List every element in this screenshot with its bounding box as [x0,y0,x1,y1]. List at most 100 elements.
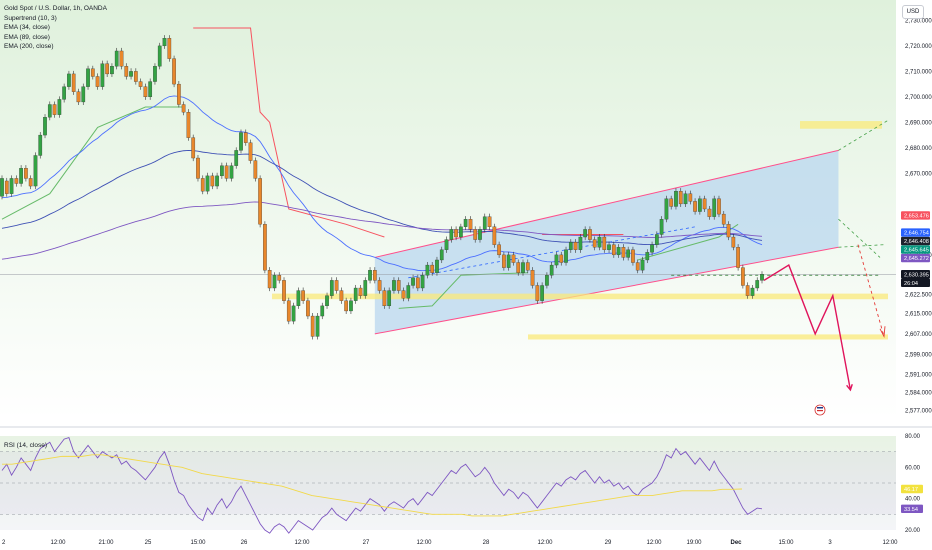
candle[interactable] [597,236,602,248]
candle[interactable] [167,38,172,59]
candle[interactable] [760,274,764,281]
candle[interactable] [611,244,616,256]
candle[interactable] [282,280,286,301]
candle[interactable] [693,201,697,212]
candle[interactable] [110,66,114,75]
candle[interactable] [258,178,262,225]
candle[interactable] [129,71,133,77]
candle[interactable] [616,247,621,256]
indicator-ema-200[interactable]: EMA (200, close) [4,43,54,51]
candle[interactable] [43,117,47,136]
indicator-ema-34[interactable]: EMA (34, close) [4,24,50,32]
dashed-target-arrow[interactable] [857,244,885,337]
candle[interactable] [435,259,439,273]
candle[interactable] [181,104,186,113]
candle[interactable] [286,300,291,322]
candle[interactable] [755,280,760,289]
candle[interactable] [621,247,626,258]
candle[interactable] [363,280,368,296]
candle[interactable] [564,249,568,263]
candle[interactable] [76,91,81,103]
candle[interactable] [33,155,38,187]
candle[interactable] [726,224,731,238]
candle[interactable] [382,290,387,307]
candle[interactable] [143,86,148,98]
candle[interactable] [138,81,143,87]
candle[interactable] [100,63,105,87]
candle[interactable] [626,249,631,258]
lower-channel-projection[interactable] [838,244,885,248]
candle[interactable] [430,264,435,273]
candle[interactable] [712,198,717,217]
support-zone[interactable] [272,293,888,300]
candle[interactable] [114,50,119,67]
time-axis[interactable]: 2 12:00 21:00 25 15:00 26 12:00 27 12:00 28 12:00 2… [2,540,898,546]
candle[interactable] [62,86,66,100]
candle[interactable] [372,270,377,281]
candle[interactable] [9,178,14,194]
candle[interactable] [568,241,573,250]
candle[interactable] [717,198,721,215]
candle[interactable] [698,198,702,212]
candle[interactable] [721,213,726,225]
candle[interactable] [368,270,372,281]
candle[interactable] [425,264,430,276]
candle[interactable] [741,267,745,286]
candle[interactable] [444,239,449,250]
candle[interactable] [406,285,411,299]
candle[interactable] [525,262,530,271]
candle[interactable] [392,280,396,291]
candle[interactable] [90,68,95,77]
candle[interactable] [81,86,86,103]
candle[interactable] [492,226,497,245]
candle[interactable] [459,226,463,238]
rsi-plot[interactable] [0,436,896,534]
candle[interactable] [592,239,597,248]
candle[interactable] [387,290,392,307]
candle[interactable] [339,290,344,301]
candle[interactable] [731,236,736,248]
candle[interactable] [234,150,239,166]
candle[interactable] [401,290,406,299]
candle[interactable] [645,252,650,261]
candle[interactable] [415,277,420,289]
candle[interactable] [28,178,33,187]
candle[interactable] [205,175,210,192]
candle[interactable] [220,165,224,177]
candle[interactable] [745,285,750,296]
candle[interactable] [578,236,583,250]
candle[interactable] [396,280,401,291]
candle[interactable] [157,45,162,67]
candle[interactable] [263,224,267,271]
candle[interactable] [243,132,248,143]
candle[interactable] [650,244,654,253]
candle[interactable] [253,160,258,179]
candle[interactable] [530,270,535,286]
candle[interactable] [148,81,153,98]
candle[interactable] [306,300,310,317]
inner-trend-line[interactable] [408,226,696,279]
channel-lower-line[interactable] [374,246,839,335]
candle[interactable] [95,76,100,87]
candle[interactable] [153,66,157,82]
candle[interactable] [468,219,473,230]
candle[interactable] [196,157,200,179]
candle[interactable] [67,73,71,87]
upper-channel-projection[interactable] [838,119,889,151]
main-price-plot[interactable] [0,0,932,428]
candle[interactable] [248,142,253,161]
candle[interactable] [186,111,191,138]
candle[interactable] [549,264,554,276]
candle[interactable] [377,280,382,291]
candle[interactable] [573,241,578,250]
candle[interactable] [502,254,506,268]
candle[interactable] [678,191,683,205]
candle[interactable] [736,247,740,268]
candle[interactable] [177,83,181,105]
support-zone[interactable] [800,121,882,129]
candle[interactable] [683,193,688,205]
candle[interactable] [540,285,544,301]
candle[interactable] [14,178,19,184]
candle[interactable] [38,134,43,156]
